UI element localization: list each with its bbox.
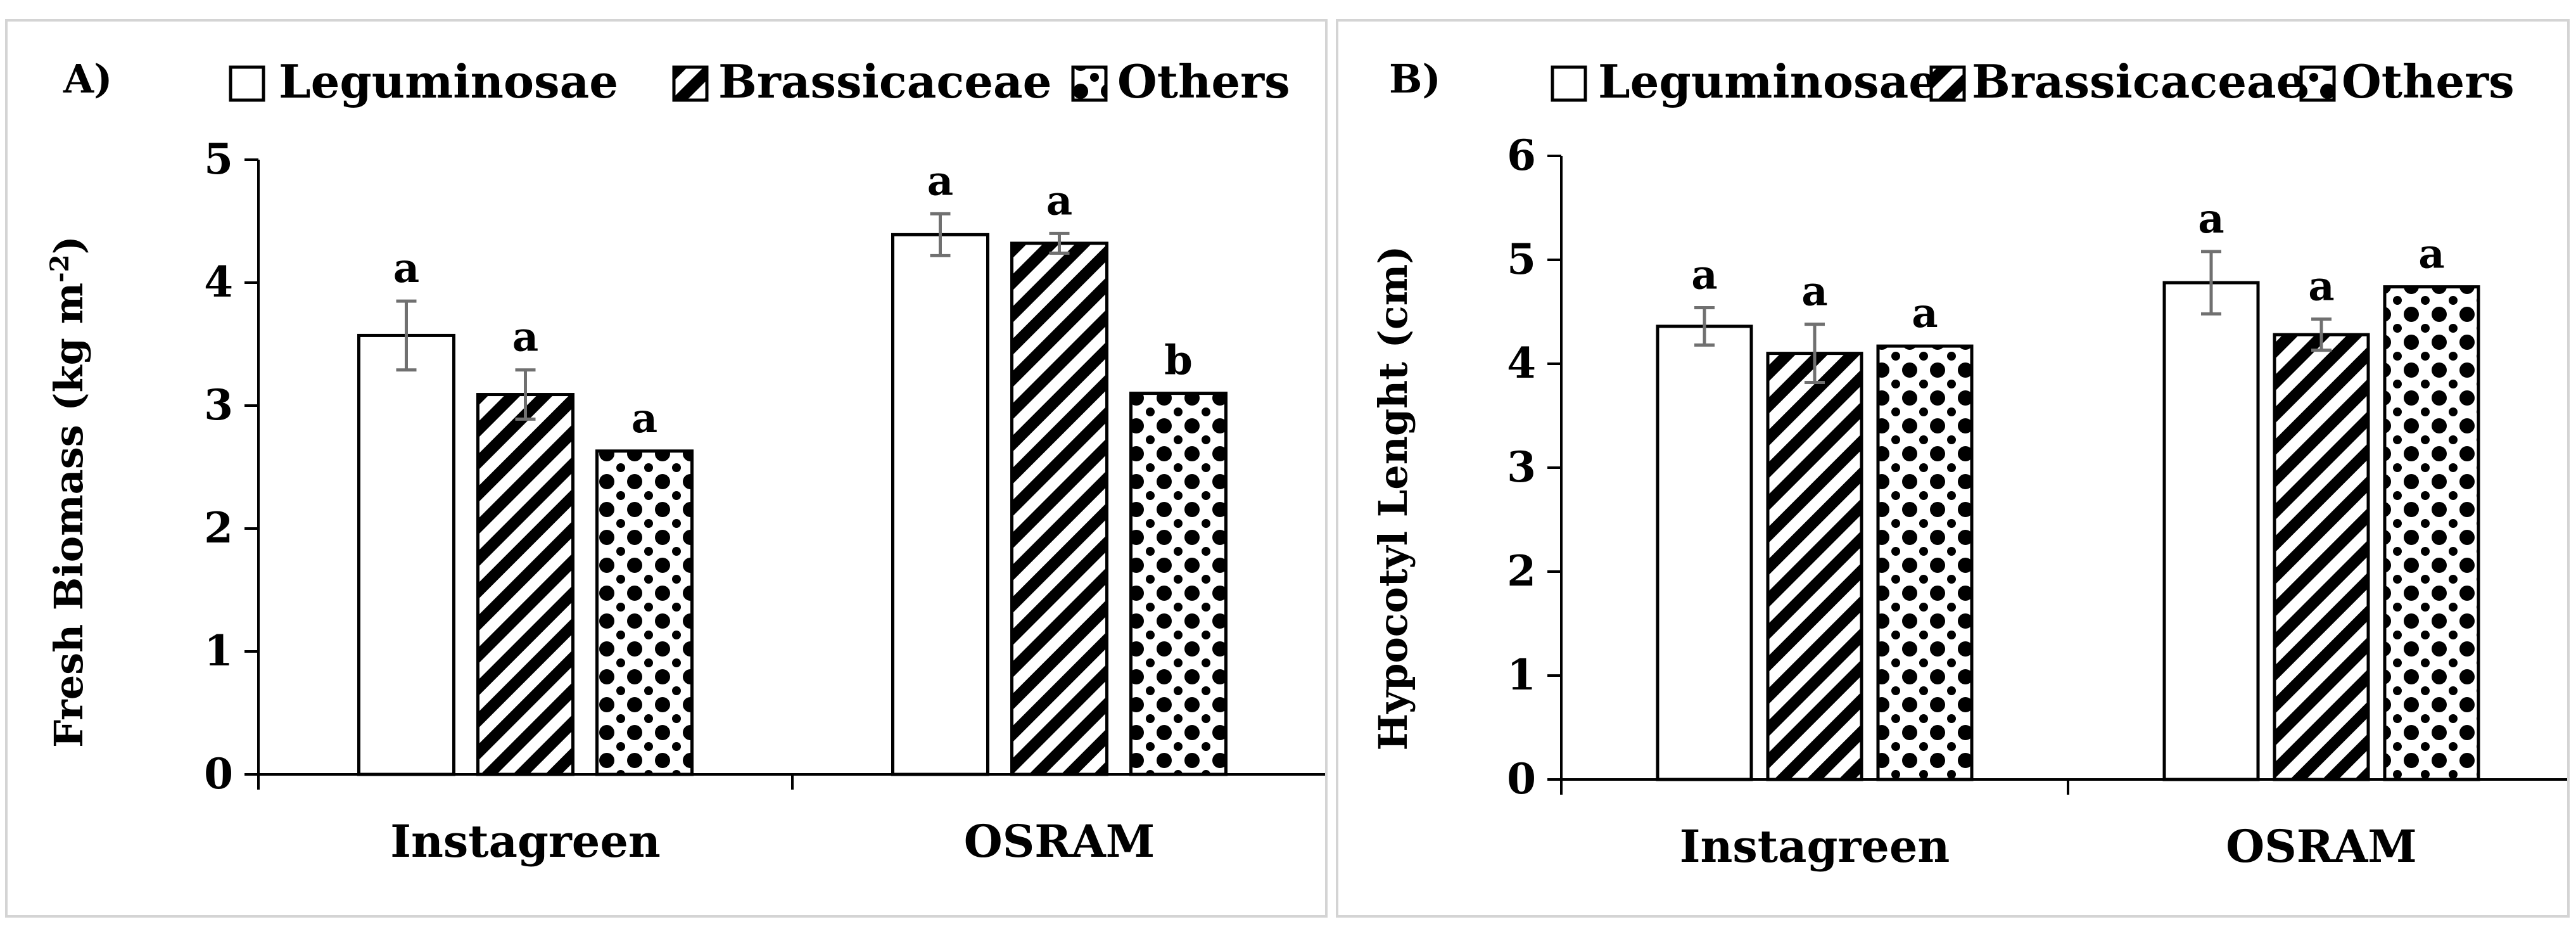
y-tick-label: 3 <box>204 380 233 430</box>
y-tick-label: 3 <box>1507 442 1536 492</box>
significance-letter: a <box>2418 231 2444 278</box>
bar-leguminosae-osram <box>2162 281 2260 781</box>
chart-panel-b: B) Leguminosae Brassicaceae Others Hypoc… <box>1336 19 2576 918</box>
legend-label-others: Others <box>1117 54 1290 108</box>
bar-others-osram <box>1129 392 1228 776</box>
significance-letter: a <box>927 157 953 205</box>
plot-area: 0 1 2 3 4 5 Instagreen a a a OSRAM a a b <box>204 134 1328 868</box>
legend-swatch-brassicaceae <box>672 65 709 102</box>
y-axis-title: Fresh Biomass (kg m-2) <box>45 236 92 748</box>
significance-letter: a <box>1046 177 1072 224</box>
bar-others-osram <box>2383 285 2480 781</box>
y-tick-label: 4 <box>1507 338 1536 388</box>
bar-brassicaceae-instagreen <box>476 393 574 776</box>
bar-others-instagreen <box>1876 344 1974 781</box>
plot-area: 0 1 2 3 4 5 6 Instagreen a a a OSRAM a a a <box>1507 131 2576 873</box>
chart-b-svg: B) Leguminosae Brassicaceae Others Hypoc… <box>1370 54 2576 873</box>
panel-label: B) <box>1389 56 1441 102</box>
x-category-label: Instagreen <box>1680 820 1950 873</box>
x-category-label: Instagreen <box>390 815 661 868</box>
legend-label-leguminosae: Leguminosae <box>1598 54 1938 108</box>
legend-label-brassicaceae: Brassicaceae <box>1972 54 2305 108</box>
y-tick-label: 4 <box>204 257 233 307</box>
significance-letter: a <box>631 395 657 442</box>
legend: Leguminosae Brassicaceae Others <box>229 54 1290 108</box>
legend-swatch-brassicaceae <box>1929 65 1966 102</box>
significance-letter: a <box>1801 268 1827 316</box>
y-tick-label: 2 <box>204 503 233 553</box>
chart-panel-a: A) Leguminosae Brassicaceae Others Fresh… <box>5 19 1328 918</box>
legend: Leguminosae Brassicaceae Others <box>1551 54 2515 108</box>
bar-brassicaceae-osram <box>1010 241 1108 776</box>
legend-swatch-others <box>1071 65 1108 102</box>
y-tick-label: 5 <box>1507 234 1536 284</box>
legend-swatch-leguminosae <box>1551 65 1587 102</box>
significance-letter: a <box>1691 251 1717 298</box>
y-axis-title: Hypocotyl Lenght (cm) <box>1370 245 1416 750</box>
significance-letter: a <box>393 245 419 292</box>
legend-swatch-leguminosae <box>229 65 265 102</box>
legend-label-leguminosae: Leguminosae <box>279 54 618 108</box>
bar-leguminosae-osram <box>891 233 989 776</box>
significance-letter: a <box>2308 262 2334 310</box>
bar-leguminosae-instagreen <box>357 333 455 776</box>
bar-brassicaceae-instagreen <box>1766 352 1863 781</box>
significance-letter: a <box>512 314 538 361</box>
legend-label-brassicaceae: Brassicaceae <box>718 54 1051 108</box>
y-tick-label: 1 <box>204 626 233 676</box>
significance-letter: a <box>2198 195 2224 243</box>
y-tick-label: 0 <box>1507 754 1536 804</box>
y-tick-label: 1 <box>1507 650 1536 700</box>
chart-a-svg: A) Leguminosae Brassicaceae Others Fresh… <box>45 54 1328 868</box>
bar-leguminosae-instagreen <box>1656 324 1753 781</box>
y-tick-label: 0 <box>204 749 233 798</box>
y-tick-label: 6 <box>1507 131 1536 180</box>
significance-letter: b <box>1164 337 1193 385</box>
x-category-label: OSRAM <box>2226 820 2417 873</box>
x-category-label: OSRAM <box>964 815 1155 868</box>
bar-brassicaceae-osram <box>2273 333 2370 781</box>
y-tick-label: 5 <box>204 134 233 184</box>
significance-letter: a <box>1912 290 1938 337</box>
legend-swatch-others <box>2299 65 2336 102</box>
legend-label-others: Others <box>2342 54 2515 108</box>
panel-label: A) <box>63 56 112 102</box>
y-tick-label: 2 <box>1507 546 1536 596</box>
bar-others-instagreen <box>595 449 694 776</box>
